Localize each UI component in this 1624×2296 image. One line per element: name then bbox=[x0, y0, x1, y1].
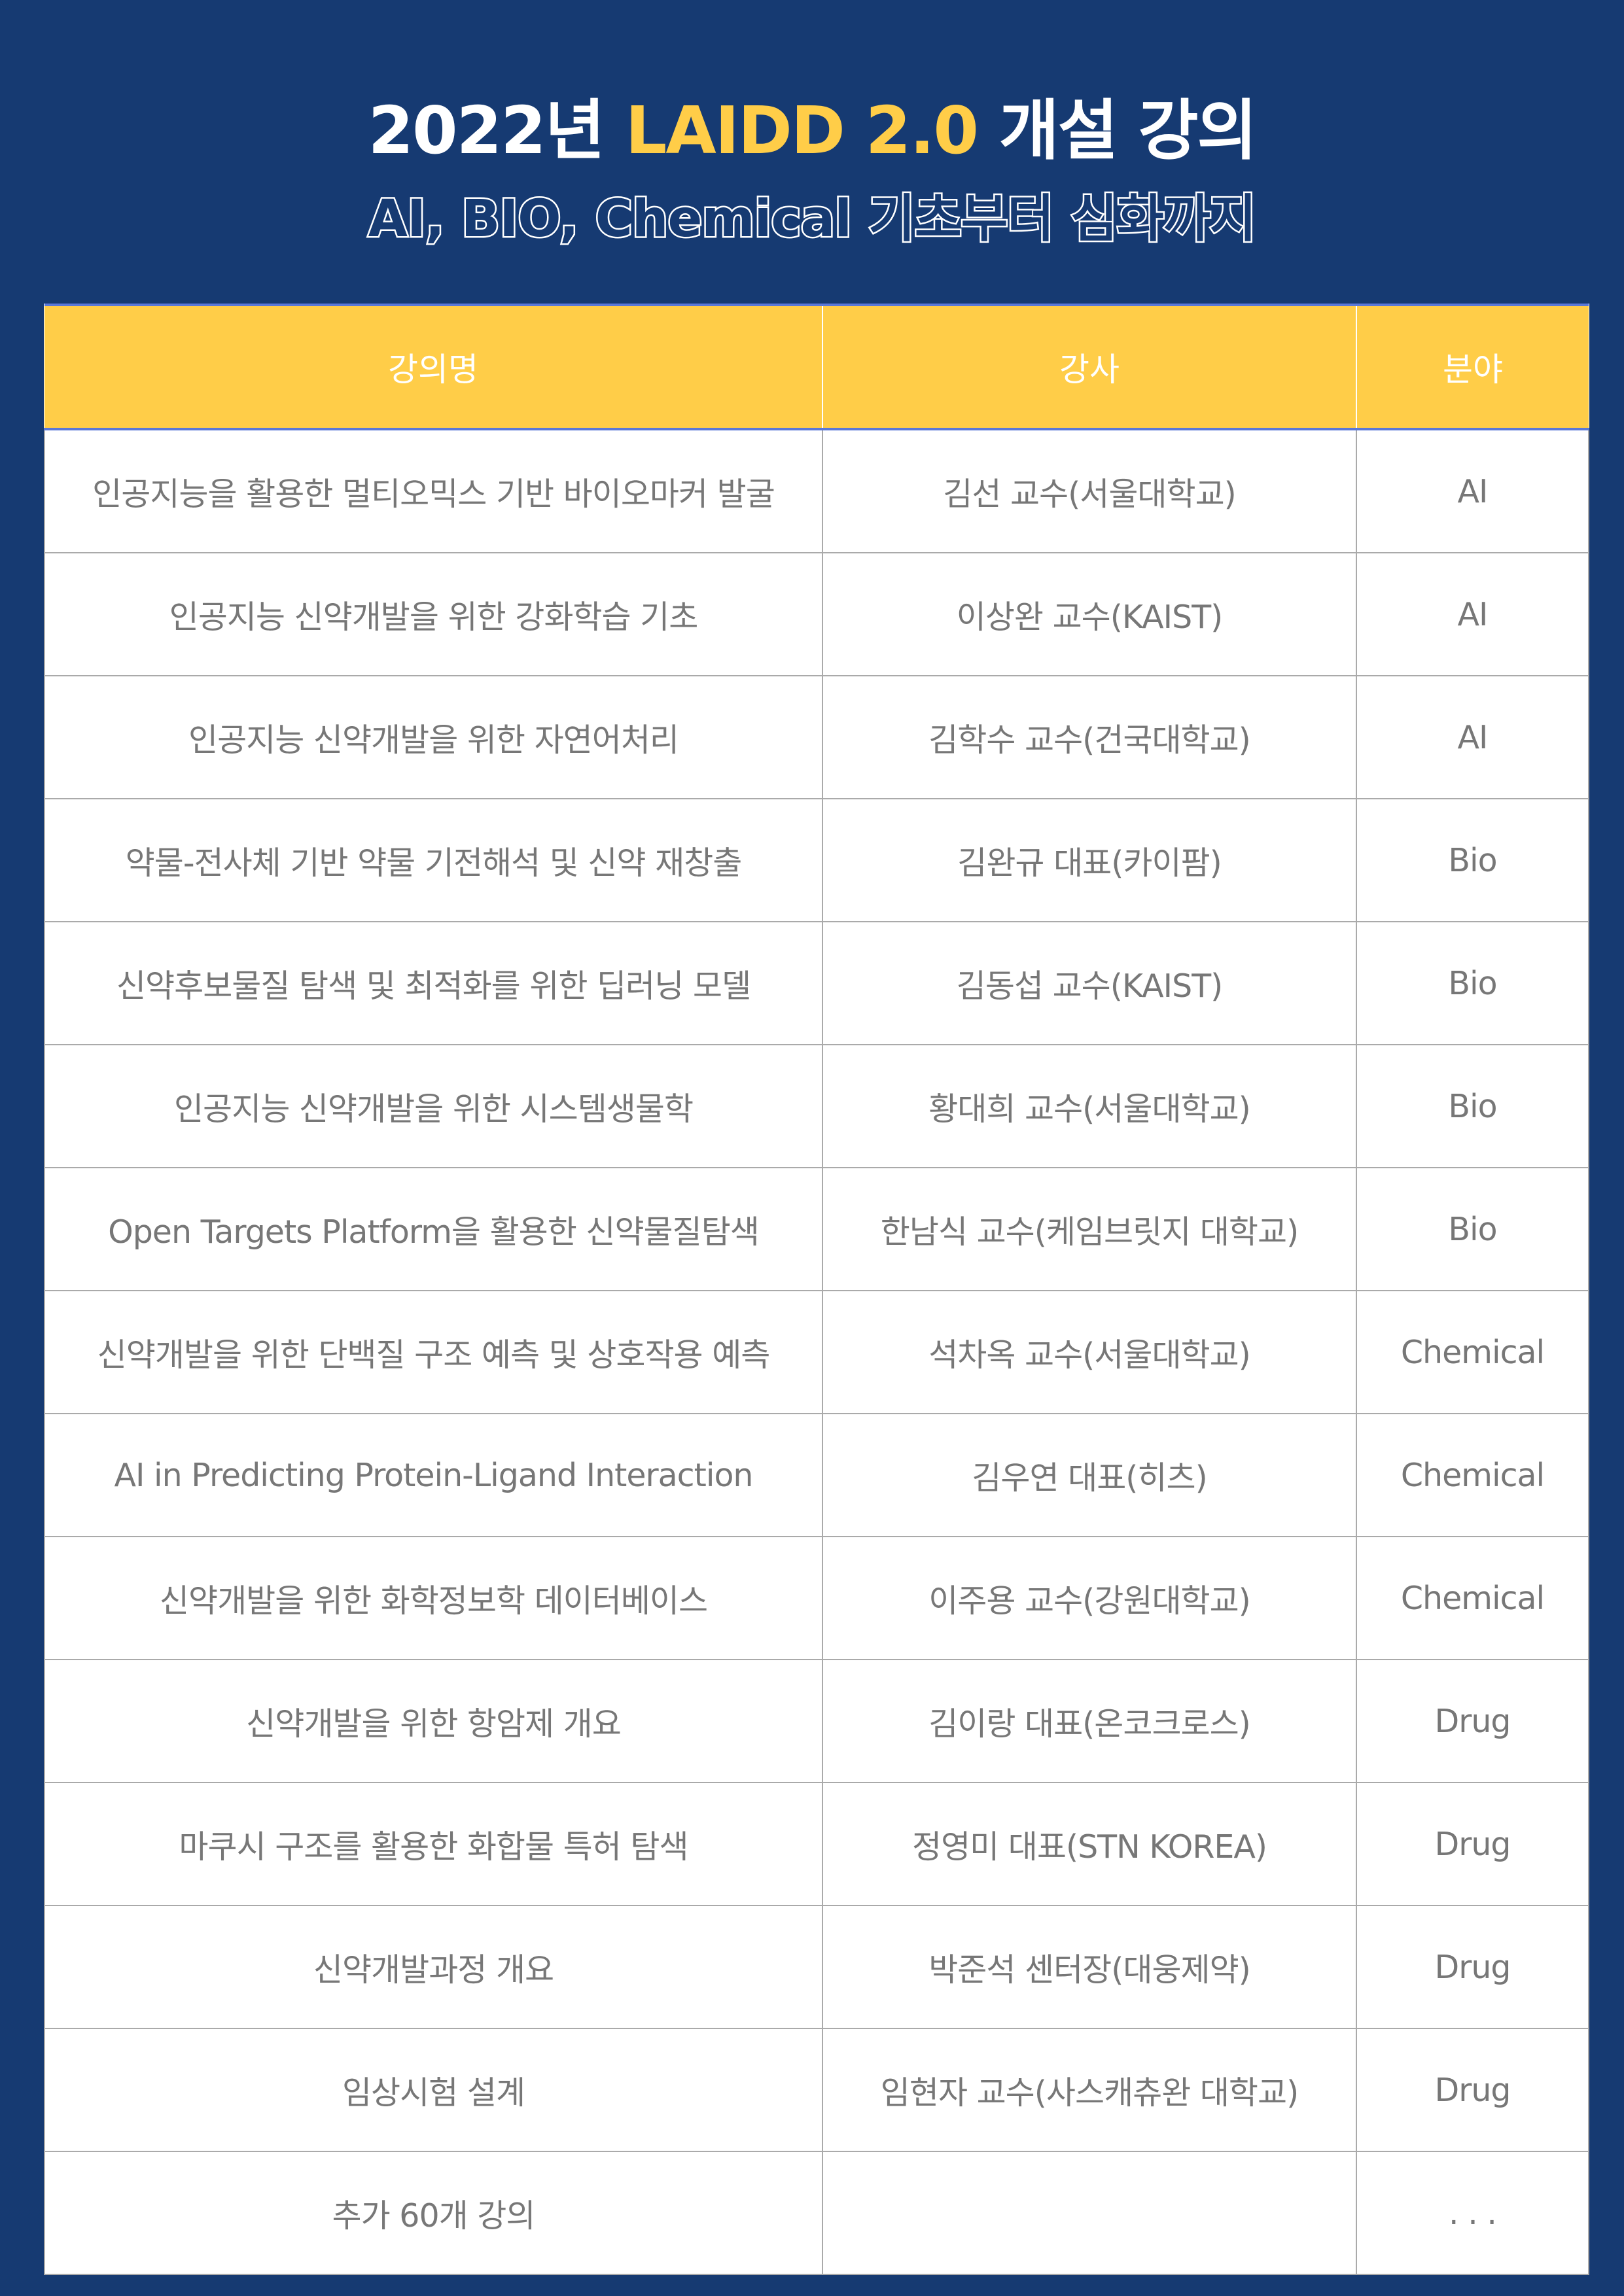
lecture-name-cell: 약물-전사체 기반 약물 기전해석 및 신약 재창출 bbox=[44, 798, 823, 922]
column-header-field: 분야 bbox=[1356, 304, 1589, 430]
table-row: 임상시험 설계 임현자 교수(사스캐츄완 대학교) Drug bbox=[44, 2028, 1589, 2152]
table-row: Open Targets Platform을 활용한 신약물질탐색 한남식 교수(… bbox=[44, 1167, 1589, 1291]
title-accent: LAIDD 2.0 bbox=[625, 92, 979, 169]
lecture-name-cell: 신약후보물질 탐색 및 최적화를 위한 딥러닝 모델 bbox=[44, 921, 823, 1045]
table-row: 신약개발을 위한 단백질 구조 예측 및 상호작용 예측 석차옥 교수(서울대학교… bbox=[44, 1290, 1589, 1414]
instructor-cell: 황대희 교수(서울대학교) bbox=[822, 1044, 1357, 1168]
instructor-cell: 이상완 교수(KAIST) bbox=[822, 552, 1357, 676]
lecture-name-cell: 추가 60개 강의 bbox=[44, 2151, 823, 2275]
table-row: 신약후보물질 탐색 및 최적화를 위한 딥러닝 모델 김동섭 교수(KAIST) B… bbox=[44, 921, 1589, 1045]
field-cell: Drug bbox=[1356, 1659, 1589, 1783]
table-row: 신약개발을 위한 화학정보학 데이터베이스 이주용 교수(강원대학교) Chemic… bbox=[44, 1536, 1589, 1660]
table-row: 약물-전사체 기반 약물 기전해석 및 신약 재창출 김완규 대표(카이팜) Bio bbox=[44, 798, 1589, 922]
lecture-table: 강의명 강사 분야 인공지능을 활용한 멀티오믹스 기반 바이오마커 발굴 김선 … bbox=[44, 304, 1589, 2275]
table-row: 신약개발을 위한 항암제 개요 김이랑 대표(온코크로스) Drug bbox=[44, 1659, 1589, 1783]
table-row: 추가 60개 강의 . . . bbox=[44, 2151, 1589, 2275]
field-cell: Bio bbox=[1356, 1167, 1589, 1291]
column-header-lecture: 강의명 bbox=[44, 304, 822, 430]
instructor-cell: 이주용 교수(강원대학교) bbox=[822, 1536, 1357, 1660]
field-cell: Bio bbox=[1356, 1044, 1589, 1168]
table-header-row: 강의명 강사 분야 bbox=[44, 304, 1589, 430]
instructor-cell: 박준석 센터장(대웅제약) bbox=[822, 1905, 1357, 2029]
instructor-cell: 김우연 대표(히츠) bbox=[822, 1413, 1357, 1537]
instructor-cell: 김학수 교수(건국대학교) bbox=[822, 675, 1357, 799]
instructor-cell: 김선 교수(서울대학교) bbox=[822, 428, 1357, 553]
lecture-name-cell: 임상시험 설계 bbox=[44, 2028, 823, 2152]
lecture-name-cell: 신약개발과정 개요 bbox=[44, 1905, 823, 2029]
lecture-name-cell: 신약개발을 위한 화학정보학 데이터베이스 bbox=[44, 1536, 823, 1660]
lecture-name-cell: 인공지능 신약개발을 위한 시스템생물학 bbox=[44, 1044, 823, 1168]
table-row: 신약개발과정 개요 박준석 센터장(대웅제약) Drug bbox=[44, 1905, 1589, 2029]
instructor-cell: 한남식 교수(케임브릿지 대학교) bbox=[822, 1167, 1357, 1291]
field-cell: Drug bbox=[1356, 2028, 1589, 2152]
field-cell: Chemical bbox=[1356, 1290, 1589, 1414]
instructor-cell: 임현자 교수(사스캐츄완 대학교) bbox=[822, 2028, 1357, 2152]
lecture-name-cell: Open Targets Platform을 활용한 신약물질탐색 bbox=[44, 1167, 823, 1291]
lecture-name-cell: AI in Predicting Protein-Ligand Interact… bbox=[44, 1413, 823, 1537]
title-year: 2022년 bbox=[368, 92, 605, 169]
instructor-cell: 김동섭 교수(KAIST) bbox=[822, 921, 1357, 1045]
field-cell: Bio bbox=[1356, 798, 1589, 922]
column-header-instructor: 강사 bbox=[822, 304, 1356, 430]
field-cell: Drug bbox=[1356, 1905, 1589, 2029]
instructor-cell: 석차옥 교수(서울대학교) bbox=[822, 1290, 1357, 1414]
field-cell: Drug bbox=[1356, 1782, 1589, 1906]
lecture-name-cell: 신약개발을 위한 항암제 개요 bbox=[44, 1659, 823, 1783]
field-cell: AI bbox=[1356, 552, 1589, 676]
lecture-name-cell: 인공지능 신약개발을 위한 자연어처리 bbox=[44, 675, 823, 799]
page-subtitle: AI, BIO, Chemical 기초부터 심화까지 bbox=[366, 188, 1258, 251]
instructor-cell: 김이랑 대표(온코크로스) bbox=[822, 1659, 1357, 1783]
field-cell: AI bbox=[1356, 428, 1589, 553]
instructor-cell bbox=[822, 2151, 1357, 2275]
instructor-cell: 정영미 대표(STN KOREA) bbox=[822, 1782, 1357, 1906]
table-row: 인공지능을 활용한 멀티오믹스 기반 바이오마커 발굴 김선 교수(서울대학교) A… bbox=[44, 428, 1589, 553]
table-row: 인공지능 신약개발을 위한 강화학습 기초 이상완 교수(KAIST) AI bbox=[44, 552, 1589, 676]
lecture-name-cell: 인공지능 신약개발을 위한 강화학습 기초 bbox=[44, 552, 823, 676]
title-suffix: 개설 강의 bbox=[998, 92, 1258, 169]
lecture-name-cell: 신약개발을 위한 단백질 구조 예측 및 상호작용 예측 bbox=[44, 1290, 823, 1414]
lecture-name-cell: 마쿠시 구조를 활용한 화합물 특허 탐색 bbox=[44, 1782, 823, 1906]
page-title: 2022년 LAIDD 2.0 개설 강의 bbox=[0, 77, 1624, 172]
field-cell: AI bbox=[1356, 675, 1589, 799]
table-row: 인공지능 신약개발을 위한 자연어처리 김학수 교수(건국대학교) AI bbox=[44, 675, 1589, 799]
field-cell: Chemical bbox=[1356, 1413, 1589, 1537]
field-cell: Chemical bbox=[1356, 1536, 1589, 1660]
lecture-name-cell: 인공지능을 활용한 멀티오믹스 기반 바이오마커 발굴 bbox=[44, 428, 823, 553]
table-row: AI in Predicting Protein-Ligand Interact… bbox=[44, 1413, 1589, 1537]
field-cell: Bio bbox=[1356, 921, 1589, 1045]
table-row: 마쿠시 구조를 활용한 화합물 특허 탐색 정영미 대표(STN KOREA) Dr… bbox=[44, 1782, 1589, 1906]
field-cell: . . . bbox=[1356, 2151, 1589, 2275]
table-row: 인공지능 신약개발을 위한 시스템생물학 황대희 교수(서울대학교) Bio bbox=[44, 1044, 1589, 1168]
instructor-cell: 김완규 대표(카이팜) bbox=[822, 798, 1357, 922]
